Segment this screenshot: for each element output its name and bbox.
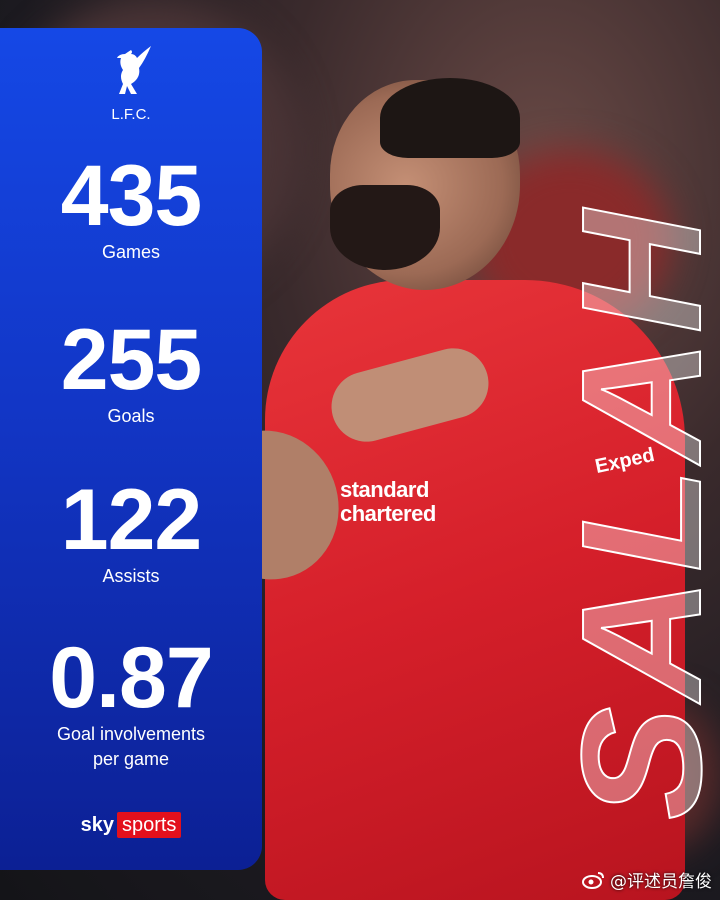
stat-label-line1: Goal involvements [56,724,206,744]
stat-label-line2: per game [92,749,170,769]
stat-value: 255 [60,312,203,408]
stat-goals: 255 Goals [0,312,262,429]
player-name-outline: SALAH [546,203,720,821]
stat-value: 0.87 [49,630,213,726]
liver-bird-icon [117,46,151,94]
weibo-icon [582,871,604,889]
stat-label: Assists [102,566,160,586]
sky-sports-logo: sky sports [0,812,262,838]
watermark: @评述员詹俊 [582,867,712,892]
stat-involvements: 0.87 Goal involvements per game [0,630,262,772]
stat-label: Games [101,242,161,262]
sponsor-line2: chartered [340,501,436,526]
hair [380,78,520,158]
stats-panel: L.F.C. 435 Games 255 Goals 122 Assists 0… [0,28,262,870]
club-name: L.F.C. [111,106,151,123]
stat-label: Goals [107,406,155,426]
watermark-text: @评述员詹俊 [610,872,712,892]
stat-value: 435 [60,148,203,244]
sports-wordmark: sports [116,812,182,838]
sponsor-line1: standard [340,477,429,502]
stat-assists: 122 Assists [0,472,262,589]
jersey-sponsor: standard chartered [340,478,436,526]
stat-games: 435 Games [0,148,262,265]
sky-wordmark: sky [80,813,114,836]
beard [330,185,440,270]
stat-label: Goal involvements per game [0,722,262,772]
stat-value: 122 [60,472,203,568]
